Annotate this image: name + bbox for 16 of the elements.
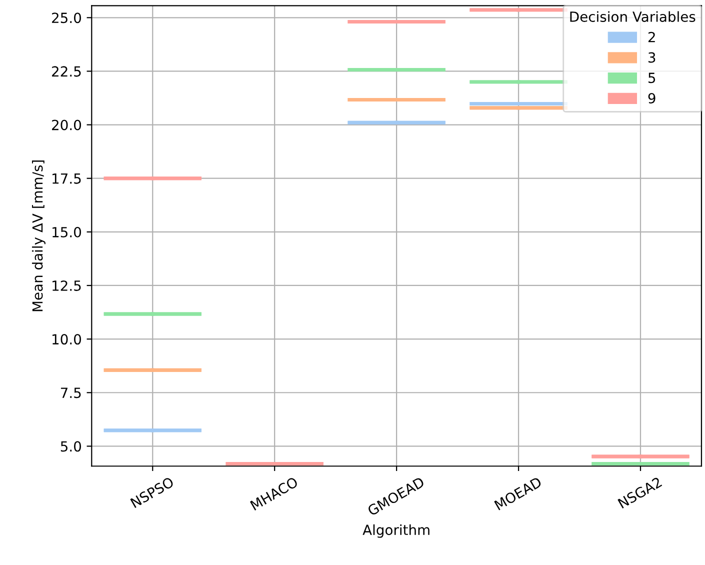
y-tick-label: 20.0 [52, 120, 82, 130]
y-tick-label: 22.5 [52, 66, 81, 77]
y-tick-label: 10.0 [52, 334, 82, 345]
legend-label: 9 [648, 92, 656, 104]
legend-label: 5 [648, 72, 656, 84]
y-tick-label: 5.0 [60, 441, 82, 452]
y-tick-label: 15.0 [52, 226, 82, 238]
x-axis-title: Algorithm [362, 524, 430, 538]
y-axis-title: Mean daily ΔV [mm/s] [32, 160, 46, 312]
y-tick-label: 7.5 [60, 388, 81, 398]
y-tick-label: 25.0 [52, 12, 82, 24]
legend-label: 2 [648, 32, 655, 42]
legend-label: 3 [648, 52, 656, 63]
y-tick-label: 12.5 [52, 280, 81, 291]
legend-title: Decision Variables [570, 11, 696, 22]
y-tick-label: 17.5 [52, 174, 81, 184]
